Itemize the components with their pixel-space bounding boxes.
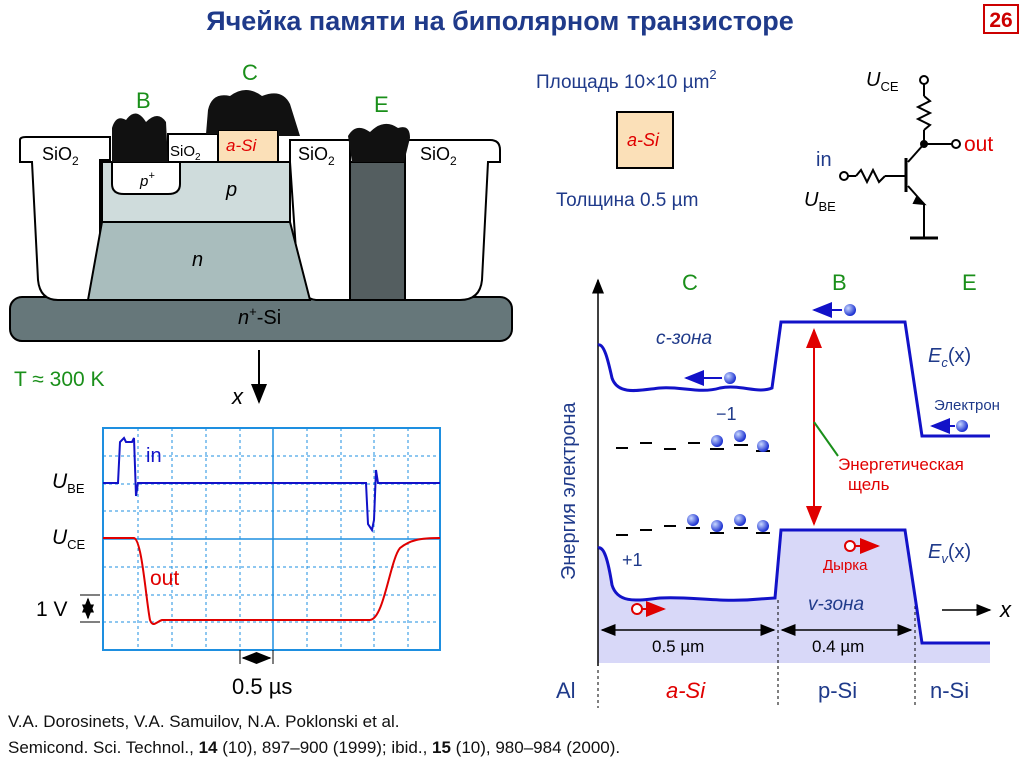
region-p-si-label: p-Si xyxy=(818,678,857,703)
trapped-electron xyxy=(734,514,746,526)
electron-e xyxy=(956,420,968,432)
trace-out xyxy=(103,537,441,626)
circuit-schematic: UCE out in UBE xyxy=(804,69,993,240)
oxide-right xyxy=(404,139,501,301)
region-b-label: B xyxy=(832,270,847,295)
ev-label: Ev(x) xyxy=(928,541,971,566)
cell-square xyxy=(616,111,674,169)
n-layer-label: n xyxy=(192,249,203,271)
electron-label: Электрон xyxy=(934,397,1000,414)
substrate-label: n+-Si xyxy=(238,304,281,329)
region-al-label: Al xyxy=(556,678,576,703)
p-plus-pocket xyxy=(111,161,181,195)
gap-label-line2: щель xyxy=(848,475,890,494)
depth-axis-label: x xyxy=(231,384,244,409)
oscilloscope: in out UBE UCE 1 V 0.5 µs xyxy=(36,427,441,699)
region-e-label: E xyxy=(962,270,977,295)
oxide-label-3: SiO2 xyxy=(298,144,335,168)
contact-base xyxy=(112,113,168,162)
uce-terminal xyxy=(919,75,929,85)
scope-uce-label: UCE xyxy=(52,526,86,552)
band-x-label: x xyxy=(999,597,1012,622)
contact-emitter xyxy=(348,123,410,162)
p-plus-label: p+ xyxy=(139,170,155,190)
conduction-band xyxy=(597,320,990,438)
time-scale-label: 0.5 µs xyxy=(232,674,292,699)
collector-resistor xyxy=(915,95,933,131)
band-diagram: Энергия электрона x C B E c-зона v-зона … xyxy=(556,270,1012,708)
scope-ube-label: UBE xyxy=(52,470,85,496)
trapped-electron xyxy=(711,520,723,532)
terminal-c-label: C xyxy=(242,60,258,85)
trapped-electron xyxy=(711,435,723,447)
ec-label: Ec(x) xyxy=(928,345,971,370)
contact-collector xyxy=(206,90,300,136)
trapped-electron xyxy=(757,520,769,532)
reference-authors: V.A. Dorosinets, V.A. Samuilov, N.A. Pok… xyxy=(8,712,400,731)
hole-c xyxy=(631,603,643,615)
emitter-column xyxy=(349,161,406,301)
width-1-label: 0.5 µm xyxy=(652,637,704,656)
c-zone-label: c-зона xyxy=(656,328,712,349)
oxide-label-4: SiO2 xyxy=(420,144,457,168)
circuit-ube-label: UBE xyxy=(804,189,836,214)
trapped-electron xyxy=(734,430,746,442)
scope-in-label: in xyxy=(146,445,162,467)
gap-label-line1: Энергетическая xyxy=(838,455,964,474)
cell-block: Площадь 10×10 µm2 a-Si Толщина 0.5 µm xyxy=(536,67,717,211)
trace-in xyxy=(103,436,440,533)
v-zone-label: v-зона xyxy=(808,594,864,615)
circuit-in-label: in xyxy=(816,149,832,171)
oxide-left xyxy=(19,136,111,301)
hole-b xyxy=(844,540,856,552)
base-resistor xyxy=(855,167,886,185)
electron-b xyxy=(844,304,856,316)
cell-thickness-label: Толщина 0.5 µm xyxy=(556,190,698,211)
a-si-pad-label: a-Si xyxy=(226,136,257,155)
oxide-label-1: SiO2 xyxy=(42,144,79,168)
volt-scale-label: 1 V xyxy=(36,598,68,621)
p-layer-label: p xyxy=(225,179,237,201)
temperature-label: T ≈ 300 K xyxy=(14,368,105,391)
circuit-out-label: out xyxy=(964,133,993,156)
level-plus-one-label: +1 xyxy=(622,550,643,570)
terminal-b-label: B xyxy=(136,88,151,113)
oxide-label-2: SiO2 xyxy=(170,143,201,163)
cell-square-label: a-Si xyxy=(627,130,660,150)
electron-c xyxy=(724,372,736,384)
reference-citation: Semicond. Sci. Technol., 14 (10), 897–90… xyxy=(8,738,621,757)
level-minus-one-label: −1 xyxy=(716,404,737,424)
trapped-electron xyxy=(757,440,769,452)
region-c-label: C xyxy=(682,270,698,295)
device-labels: B C E SiO2 SiO2 a-Si SiO2 SiO2 p+ p n n+… xyxy=(14,60,457,409)
trapped-electron xyxy=(687,514,699,526)
region-a-si-label: a-Si xyxy=(666,678,706,703)
hole-label: Дырка xyxy=(823,557,868,574)
terminal-e-label: E xyxy=(374,92,389,117)
trap-levels-lower xyxy=(616,525,770,536)
page-title: Ячейка памяти на биполярном транзисторе xyxy=(206,6,794,36)
energy-axis-label: Энергия электрона xyxy=(558,401,580,580)
width-2-label: 0.4 µm xyxy=(812,637,864,656)
out-terminal xyxy=(951,139,961,149)
trap-levels-upper xyxy=(616,442,770,452)
device-cross-section xyxy=(9,90,513,342)
circuit-uce-label: UCE xyxy=(866,69,899,94)
region-n-si-label: n-Si xyxy=(930,678,969,703)
valence-band xyxy=(597,528,990,645)
scope-out-label: out xyxy=(150,567,179,590)
cell-area-label: Площадь 10×10 µm2 xyxy=(536,67,717,93)
in-terminal xyxy=(839,171,849,181)
page-number: 26 xyxy=(983,4,1019,34)
